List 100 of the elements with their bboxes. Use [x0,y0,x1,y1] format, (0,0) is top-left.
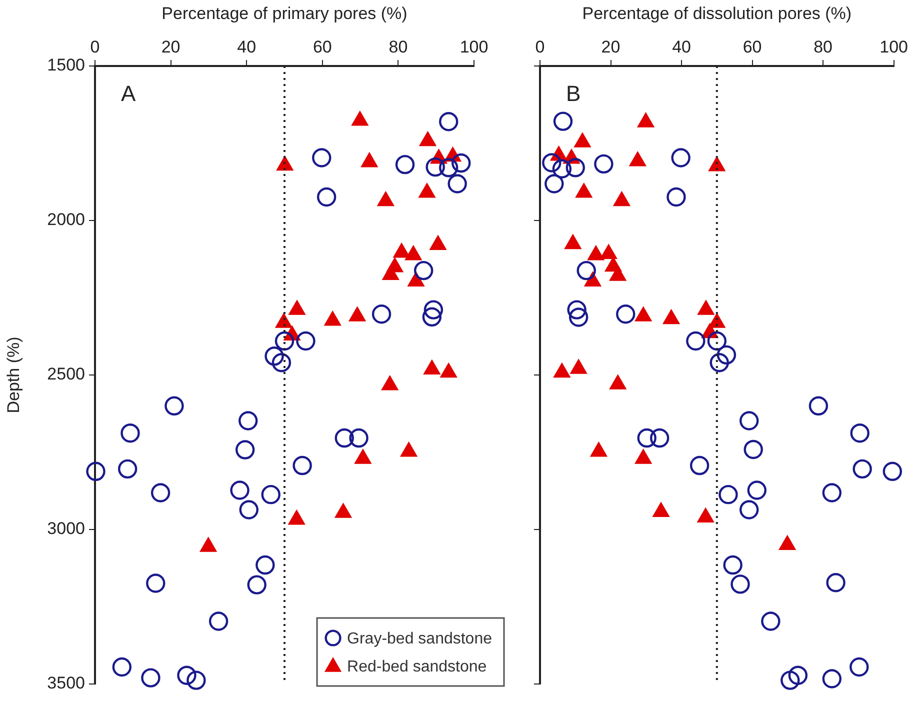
point [663,310,680,324]
point [164,396,184,416]
point [261,484,280,504]
x-tick-label: 0 [535,37,545,56]
point [264,346,284,366]
point [567,300,586,320]
point [235,440,255,460]
point [650,428,670,448]
x-axis-title: Percentage of dissolution pores (%) [582,4,852,23]
annotation: A [121,81,136,106]
point [723,555,742,575]
point [296,331,316,351]
point [698,300,714,315]
y-tick-label: 2500 [47,364,85,384]
y-tick-label: 3500 [47,674,85,693]
point [568,308,588,327]
point [822,669,842,688]
point [761,612,780,631]
point [256,555,275,575]
point [710,353,729,372]
point [352,112,368,126]
point [372,304,392,324]
point [292,456,312,476]
point [630,152,646,166]
point [230,480,250,500]
point [208,612,228,631]
point [405,246,422,260]
x-tick-label: 20 [601,37,620,56]
point [440,363,457,378]
x-tick-label: 60 [742,37,762,56]
point [852,459,872,479]
point [610,375,626,390]
point [614,192,630,206]
point [686,331,706,351]
y-tick-label: 3000 [47,519,85,538]
point [570,360,587,374]
point [808,396,828,416]
point [354,450,371,464]
point [146,574,166,593]
point [141,668,160,688]
point [822,483,842,502]
point [186,670,206,690]
point [788,666,808,685]
point [274,331,294,351]
point [288,300,306,315]
point [637,428,656,448]
point [576,260,596,280]
x-tick-label: 40 [672,37,691,56]
point [238,411,258,430]
point [850,657,869,677]
point [638,113,654,128]
point [324,312,341,326]
point [272,353,292,372]
x-tick-label: 100 [880,37,908,56]
point [718,484,738,504]
point [430,236,446,250]
point [635,307,652,322]
x-tick-label: 80 [814,37,833,56]
point [576,184,592,198]
x-tick-label: 60 [312,37,332,56]
point [780,670,800,690]
point [276,156,293,171]
point [590,442,607,457]
point [554,363,570,378]
legend-label: Red-bed sandstone [347,658,487,676]
x-tick-label: 80 [388,37,408,56]
point [716,345,736,365]
x-tick-label: 0 [90,37,100,56]
point [382,376,398,390]
point [349,307,366,322]
point [118,459,138,479]
point [418,184,436,198]
point [424,300,444,320]
y-tick-label: 2000 [47,210,85,230]
point [112,657,132,677]
point [747,480,766,500]
point [276,314,292,328]
x-axis-title: Percentage of primary pores (%) [162,4,408,23]
point [420,132,436,146]
point [239,500,258,520]
y-axis-title: Depth (%) [4,336,23,414]
point [730,574,750,594]
point [414,260,434,280]
point [378,192,394,206]
point [408,272,424,286]
point [850,423,870,443]
point [708,157,725,172]
point [744,440,763,460]
legend-label: Gray-bed sandstone [347,630,492,648]
point [740,411,759,430]
point [826,573,846,592]
point [588,246,604,260]
point [177,666,196,685]
point [349,428,368,448]
point [707,331,727,351]
x-tick-label: 20 [161,37,180,56]
point [740,500,759,520]
point [86,462,106,482]
point [600,244,617,259]
point [334,428,354,448]
